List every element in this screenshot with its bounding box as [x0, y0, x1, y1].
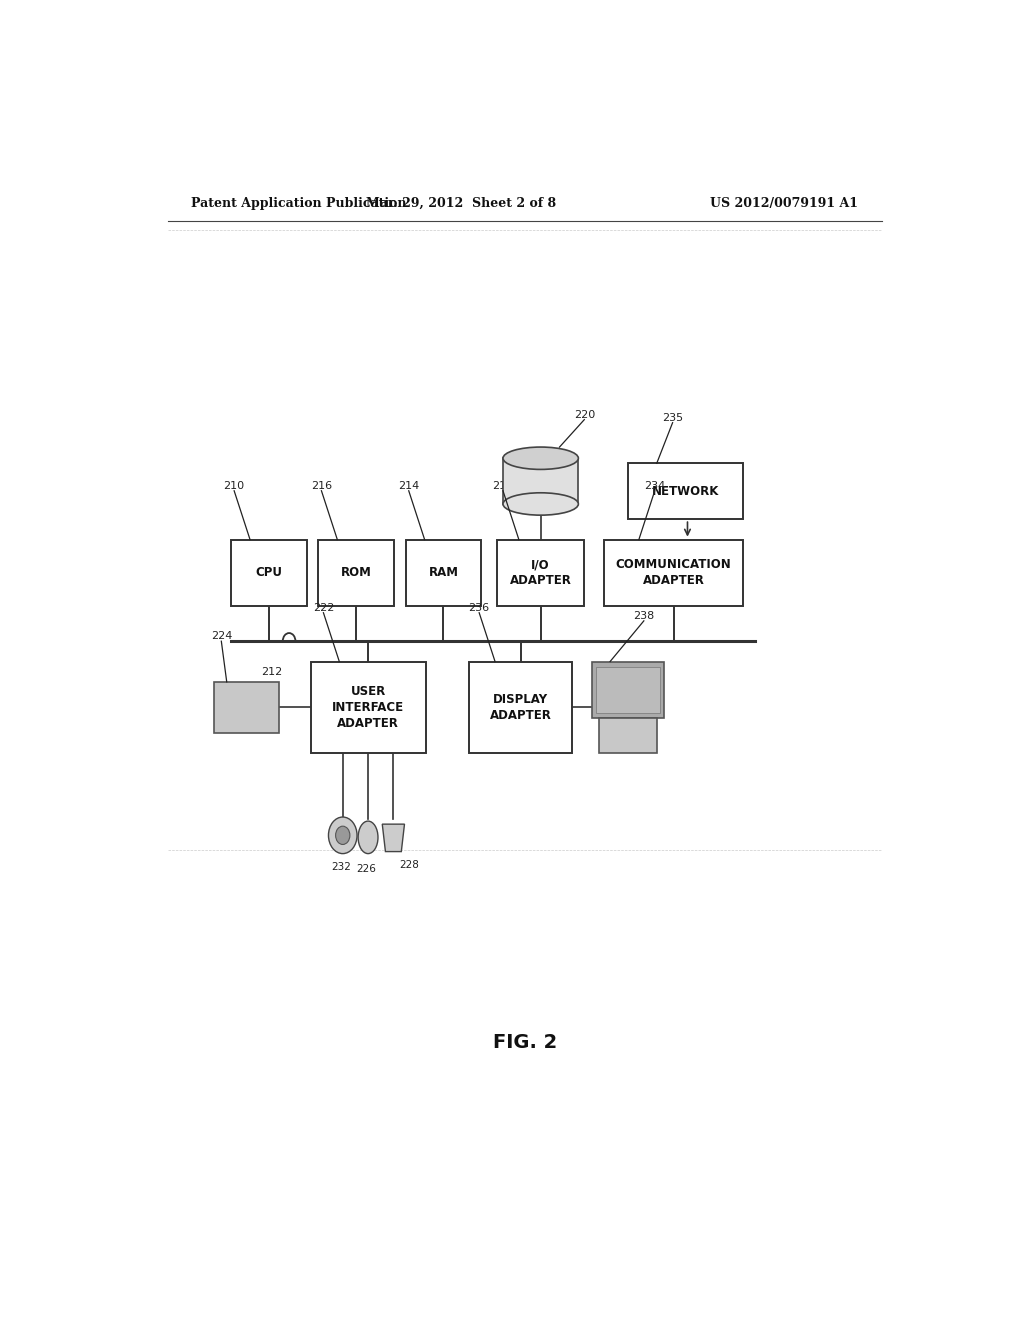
Ellipse shape — [358, 821, 378, 854]
Text: 210: 210 — [223, 480, 245, 491]
FancyBboxPatch shape — [628, 463, 743, 519]
Text: RAM: RAM — [428, 566, 459, 579]
Text: 235: 235 — [663, 413, 683, 422]
Text: 234: 234 — [644, 480, 666, 491]
Text: CPU: CPU — [255, 566, 283, 579]
Text: 218: 218 — [493, 480, 514, 491]
Text: 232: 232 — [331, 862, 351, 871]
Text: 236: 236 — [469, 603, 489, 612]
FancyBboxPatch shape — [469, 661, 572, 752]
Polygon shape — [503, 458, 579, 504]
FancyBboxPatch shape — [406, 540, 481, 606]
Text: Patent Application Publication: Patent Application Publication — [191, 197, 407, 210]
Text: 222: 222 — [312, 603, 334, 612]
Text: FIG. 2: FIG. 2 — [493, 1034, 557, 1052]
Text: US 2012/0079191 A1: US 2012/0079191 A1 — [710, 197, 858, 210]
Text: Mar. 29, 2012  Sheet 2 of 8: Mar. 29, 2012 Sheet 2 of 8 — [367, 197, 556, 210]
Text: 212: 212 — [261, 667, 283, 677]
Text: 220: 220 — [573, 409, 595, 420]
Ellipse shape — [503, 492, 579, 515]
Text: DISPLAY
ADAPTER: DISPLAY ADAPTER — [489, 693, 552, 722]
FancyBboxPatch shape — [599, 718, 657, 752]
FancyBboxPatch shape — [596, 667, 659, 713]
Text: 238: 238 — [633, 611, 654, 620]
Text: 228: 228 — [399, 859, 420, 870]
Text: 226: 226 — [356, 863, 377, 874]
FancyBboxPatch shape — [318, 540, 394, 606]
FancyBboxPatch shape — [231, 540, 306, 606]
FancyBboxPatch shape — [604, 540, 743, 606]
Text: 224: 224 — [211, 631, 232, 642]
Text: 216: 216 — [311, 480, 332, 491]
Text: 214: 214 — [398, 480, 420, 491]
Ellipse shape — [503, 447, 579, 470]
FancyBboxPatch shape — [214, 682, 279, 733]
Text: COMMUNICATION
ADAPTER: COMMUNICATION ADAPTER — [615, 558, 731, 587]
Circle shape — [336, 826, 350, 845]
Polygon shape — [382, 824, 404, 851]
Text: ROM: ROM — [341, 566, 372, 579]
Text: NETWORK: NETWORK — [652, 484, 719, 498]
Text: USER
INTERFACE
ADAPTER: USER INTERFACE ADAPTER — [332, 685, 404, 730]
Text: I/O
ADAPTER: I/O ADAPTER — [510, 558, 571, 587]
Circle shape — [329, 817, 357, 854]
FancyBboxPatch shape — [497, 540, 585, 606]
FancyBboxPatch shape — [310, 661, 426, 752]
FancyBboxPatch shape — [592, 661, 664, 718]
